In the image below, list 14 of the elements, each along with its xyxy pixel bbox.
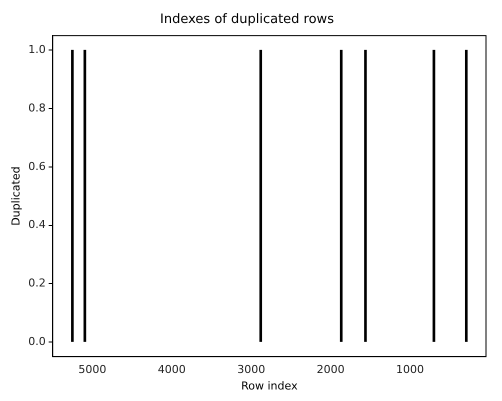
x-tick-label: 1000 — [396, 363, 424, 376]
x-axis-title: Row index — [241, 379, 298, 392]
x-tick-label: 2000 — [316, 363, 345, 376]
x-tick-label: 3000 — [237, 363, 266, 376]
y-tick-label: 0.8 — [28, 101, 46, 114]
chart-title: Indexes of duplicated rows — [160, 12, 334, 28]
x-tick-label: 4000 — [158, 363, 186, 376]
y-tick-label: 0.2 — [28, 276, 46, 290]
y-tick-label: 1.0 — [28, 43, 46, 56]
x-tick-label: 5000 — [78, 363, 106, 376]
y-tick-label: 0.4 — [28, 218, 46, 232]
y-axis-title: Duplicated — [9, 166, 22, 226]
y-tick-label: 0.6 — [28, 160, 46, 173]
y-tick-label: 0.0 — [28, 334, 46, 348]
